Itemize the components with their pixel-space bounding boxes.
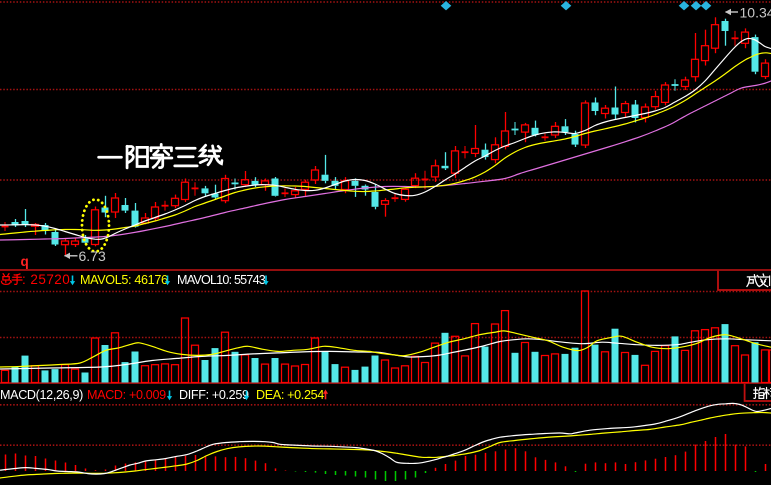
svg-text:MACD(12,26,9): MACD(12,26,9)	[0, 388, 83, 402]
svg-text:DEA: +0.254: DEA: +0.254	[256, 388, 324, 402]
svg-text:MAVOL5: 46176: MAVOL5: 46176	[80, 273, 168, 287]
svg-text:MAVOL10: 55743: MAVOL10: 55743	[177, 273, 266, 287]
svg-text:: 25720: : 25720	[22, 272, 70, 287]
svg-text:MACD: +0.009: MACD: +0.009	[87, 388, 166, 402]
svg-text:6.73: 6.73	[79, 248, 106, 264]
svg-text:q: q	[21, 254, 29, 269]
svg-text:DIFF: +0.259: DIFF: +0.259	[179, 388, 249, 402]
svg-text:10.34: 10.34	[740, 5, 771, 21]
